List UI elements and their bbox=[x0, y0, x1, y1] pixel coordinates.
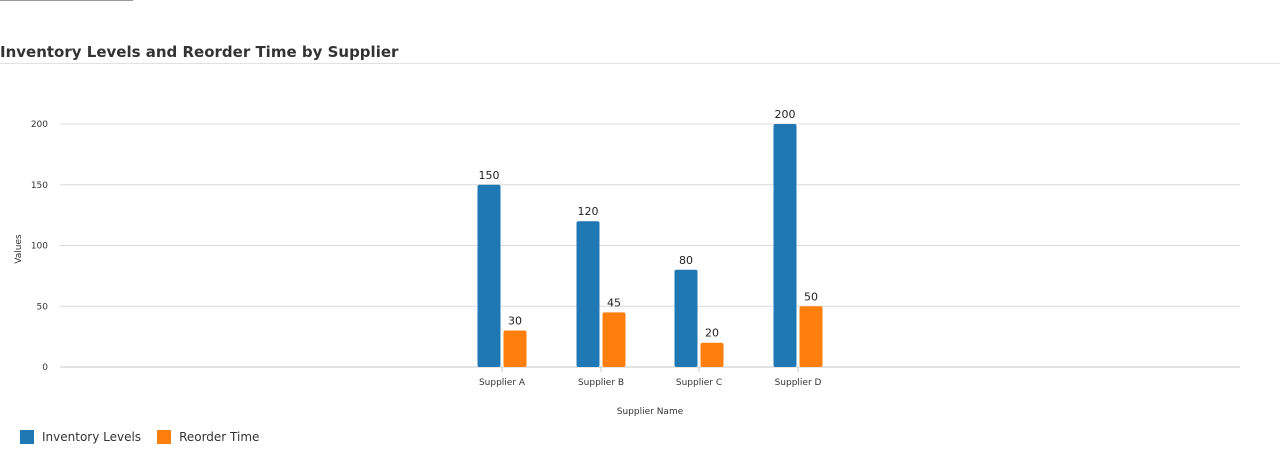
data-label: 150 bbox=[479, 169, 500, 182]
data-label: 120 bbox=[578, 205, 599, 218]
legend-item-inventory-levels[interactable]: Inventory Levels bbox=[20, 430, 141, 444]
data-label: 200 bbox=[775, 108, 796, 121]
bar-inventory-levels bbox=[477, 184, 501, 367]
y-tick-label: 0 bbox=[42, 363, 48, 373]
data-label: 20 bbox=[705, 327, 719, 340]
bar-inventory-levels bbox=[576, 221, 600, 367]
y-axis-label: Values bbox=[14, 234, 24, 264]
x-tick-label: Supplier B bbox=[578, 378, 624, 388]
bar-reorder-time bbox=[700, 342, 724, 367]
legend-label-reorder-time: Reorder Time bbox=[179, 430, 260, 444]
y-tick-label: 100 bbox=[31, 242, 48, 252]
legend: Inventory Levels Reorder Time bbox=[20, 430, 275, 444]
x-tick-label: Supplier A bbox=[479, 378, 526, 388]
y-tick-label: 50 bbox=[37, 302, 49, 312]
legend-item-reorder-time[interactable]: Reorder Time bbox=[157, 430, 259, 444]
legend-swatch-inventory-levels bbox=[20, 430, 34, 444]
x-tick-label: Supplier C bbox=[676, 378, 722, 388]
bar-inventory-levels bbox=[674, 269, 698, 367]
bar-inventory-levels bbox=[773, 124, 797, 367]
bar-reorder-time bbox=[503, 330, 527, 367]
data-label: 30 bbox=[508, 315, 522, 328]
legend-swatch-reorder-time bbox=[157, 430, 172, 444]
data-label: 50 bbox=[804, 290, 818, 303]
data-label: 45 bbox=[607, 296, 621, 309]
y-tick-label: 200 bbox=[31, 120, 48, 130]
legend-label-inventory-levels: Inventory Levels bbox=[42, 430, 142, 444]
x-axis-label: Supplier Name bbox=[617, 407, 684, 417]
top-rule bbox=[0, 0, 133, 1]
bar-reorder-time bbox=[799, 306, 823, 367]
title-divider bbox=[0, 63, 1280, 64]
x-tick-label: Supplier D bbox=[775, 378, 822, 388]
bar-reorder-time bbox=[602, 312, 626, 367]
chart-title: Inventory Levels and Reorder Time by Sup… bbox=[0, 43, 399, 61]
y-tick-label: 150 bbox=[31, 181, 48, 191]
data-label: 80 bbox=[679, 254, 693, 267]
